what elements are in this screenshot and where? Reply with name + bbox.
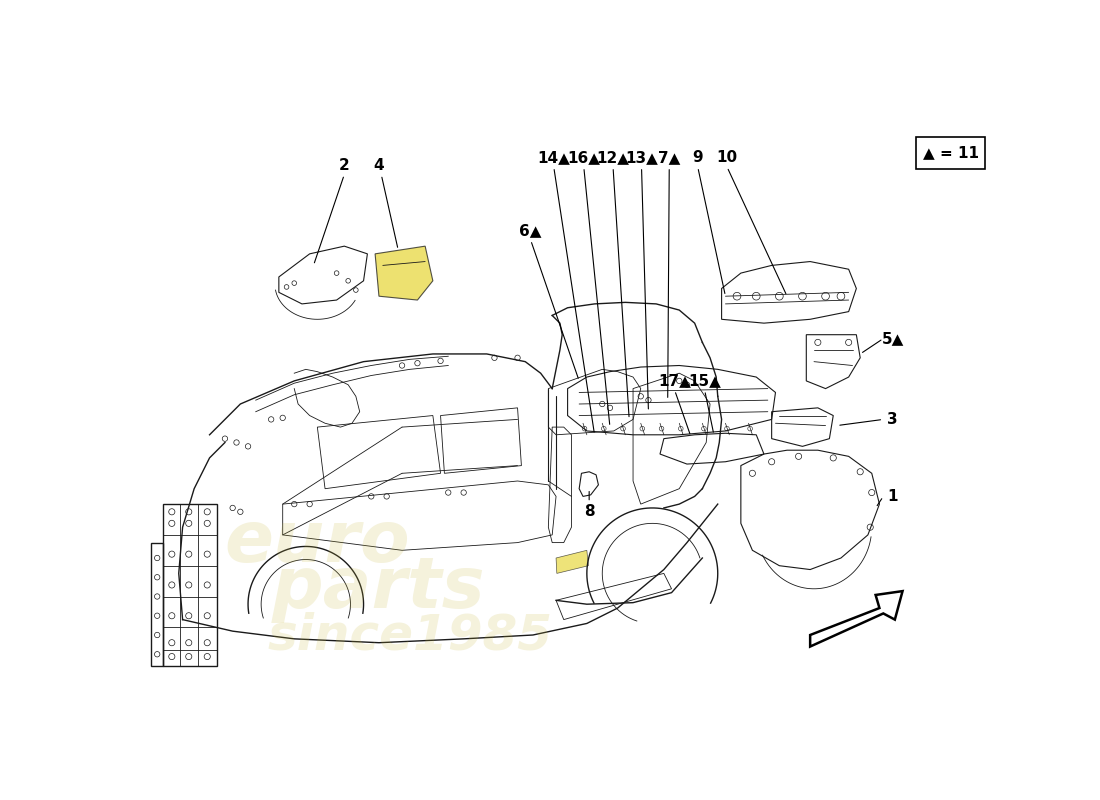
Polygon shape (375, 246, 433, 300)
Text: since1985: since1985 (267, 611, 552, 659)
Text: 13▲: 13▲ (625, 150, 658, 165)
Text: parts: parts (272, 554, 486, 623)
Text: 12▲: 12▲ (596, 150, 629, 165)
Text: 1: 1 (888, 489, 898, 504)
Text: 2: 2 (339, 158, 350, 173)
Text: 4: 4 (374, 158, 384, 173)
Text: 7▲: 7▲ (658, 150, 681, 165)
Text: euro: euro (224, 508, 410, 577)
Text: 9: 9 (692, 150, 703, 165)
Text: 6▲: 6▲ (519, 223, 542, 238)
Polygon shape (810, 591, 902, 646)
Text: 10: 10 (716, 150, 738, 165)
FancyBboxPatch shape (916, 137, 984, 169)
Polygon shape (556, 550, 588, 574)
Text: 5▲: 5▲ (881, 331, 904, 346)
Text: 16▲: 16▲ (568, 150, 601, 165)
Text: ▲ = 11: ▲ = 11 (923, 146, 979, 161)
Text: 15▲: 15▲ (689, 374, 722, 389)
Text: 8: 8 (584, 504, 594, 519)
Text: 3: 3 (888, 412, 898, 427)
Text: 17▲: 17▲ (658, 374, 691, 389)
Text: 14▲: 14▲ (537, 150, 570, 165)
